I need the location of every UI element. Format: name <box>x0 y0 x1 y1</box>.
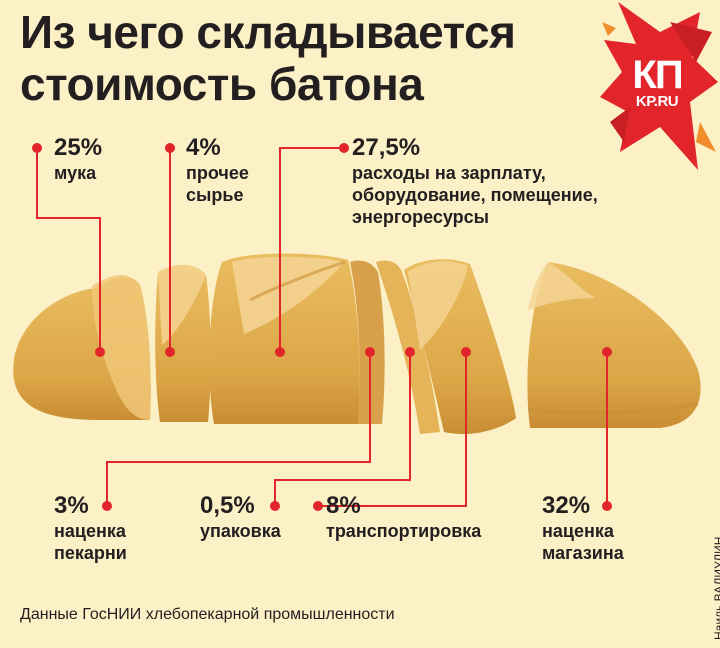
dot-flour-bottom <box>95 347 105 357</box>
leader-line-flour <box>36 148 101 352</box>
dot-store-markup-bottom <box>602 501 612 511</box>
leader-line-bakery-markup <box>106 352 371 506</box>
slice-label-transport: 8% транспортировка <box>326 492 481 542</box>
slice-desc-other-raw: прочее сырье <box>186 163 249 205</box>
bread-slice-bakery-markup <box>350 260 385 424</box>
bread-slice-store-markup <box>527 262 701 428</box>
slice-pct-transport: 8% <box>326 492 361 519</box>
slice-desc-bakery-markup: наценка пекарни <box>54 521 127 563</box>
logo-sub-text: KP.RU <box>635 93 679 110</box>
slice-desc-salaries: расходы на зарплату, оборудование, помещ… <box>352 163 598 227</box>
leader-line-transport <box>318 352 467 507</box>
kp-logo-icon <box>600 2 718 170</box>
bread-slice-transport <box>404 259 516 435</box>
dot-other-raw-top <box>165 143 175 153</box>
slice-pct-store-markup: 32% <box>542 492 591 519</box>
slice-label-other-raw: 4% прочее сырье <box>186 134 249 206</box>
title-line-2: стоимость батона <box>20 58 424 110</box>
dot-salaries-bottom <box>275 347 285 357</box>
slice-desc-transport: транспортировка <box>326 521 482 541</box>
slice-label-store-markup: 32% наценка магазина <box>542 492 624 564</box>
slice-label-salaries: 27,5% расходы на зарплату, оборудование,… <box>352 134 598 228</box>
dot-salaries-top <box>339 143 349 153</box>
dot-packaging-bottom <box>270 501 280 511</box>
dot-bakery-markup-bottom <box>102 501 112 511</box>
slice-pct-salaries: 27,5% <box>352 134 421 161</box>
slice-pct-packaging: 0,5% <box>200 492 255 519</box>
bread-slice-salaries <box>209 253 360 424</box>
slice-pct-other-raw: 4% <box>186 134 221 161</box>
dot-store-markup-top <box>602 347 612 357</box>
dot-other-raw-bottom <box>165 347 175 357</box>
slice-pct-flour: 25% <box>54 134 103 161</box>
slice-pct-bakery-markup: 3% <box>54 492 89 519</box>
leader-dots <box>32 143 612 511</box>
dot-flour-top <box>32 143 42 153</box>
slice-label-packaging: 0,5% упаковка <box>200 492 281 542</box>
source-note: Данные ГосНИИ хлебопекарной промышленнос… <box>20 606 395 623</box>
leader-line-salaries <box>279 147 344 352</box>
bread-slice-other-raw <box>155 264 211 422</box>
leader-line-packaging <box>274 352 411 506</box>
slice-label-bakery-markup: 3% наценка пекарни <box>54 492 127 564</box>
chart-title: Из чего складывается стоимость батона <box>20 6 516 110</box>
leader-lines <box>36 147 608 507</box>
slice-label-flour: 25% мука <box>54 134 102 184</box>
dot-transport-top <box>461 347 471 357</box>
slice-desc-packaging: упаковка <box>200 521 281 541</box>
dot-bakery-markup-top <box>365 347 375 357</box>
logo-main-text: КП <box>632 53 683 97</box>
author-credit: Наиль ВАЛИУЛИН <box>712 536 720 640</box>
bread-slice-flour <box>13 275 151 420</box>
dot-packaging-top <box>405 347 415 357</box>
logo-text: КП KP.RU <box>612 53 702 110</box>
title-line-1: Из чего складывается <box>20 6 516 58</box>
slice-desc-flour: мука <box>54 163 97 183</box>
slice-desc-store-markup: наценка магазина <box>542 521 624 563</box>
dot-transport-bottom <box>313 501 323 511</box>
bread-slice-packaging <box>376 260 440 434</box>
